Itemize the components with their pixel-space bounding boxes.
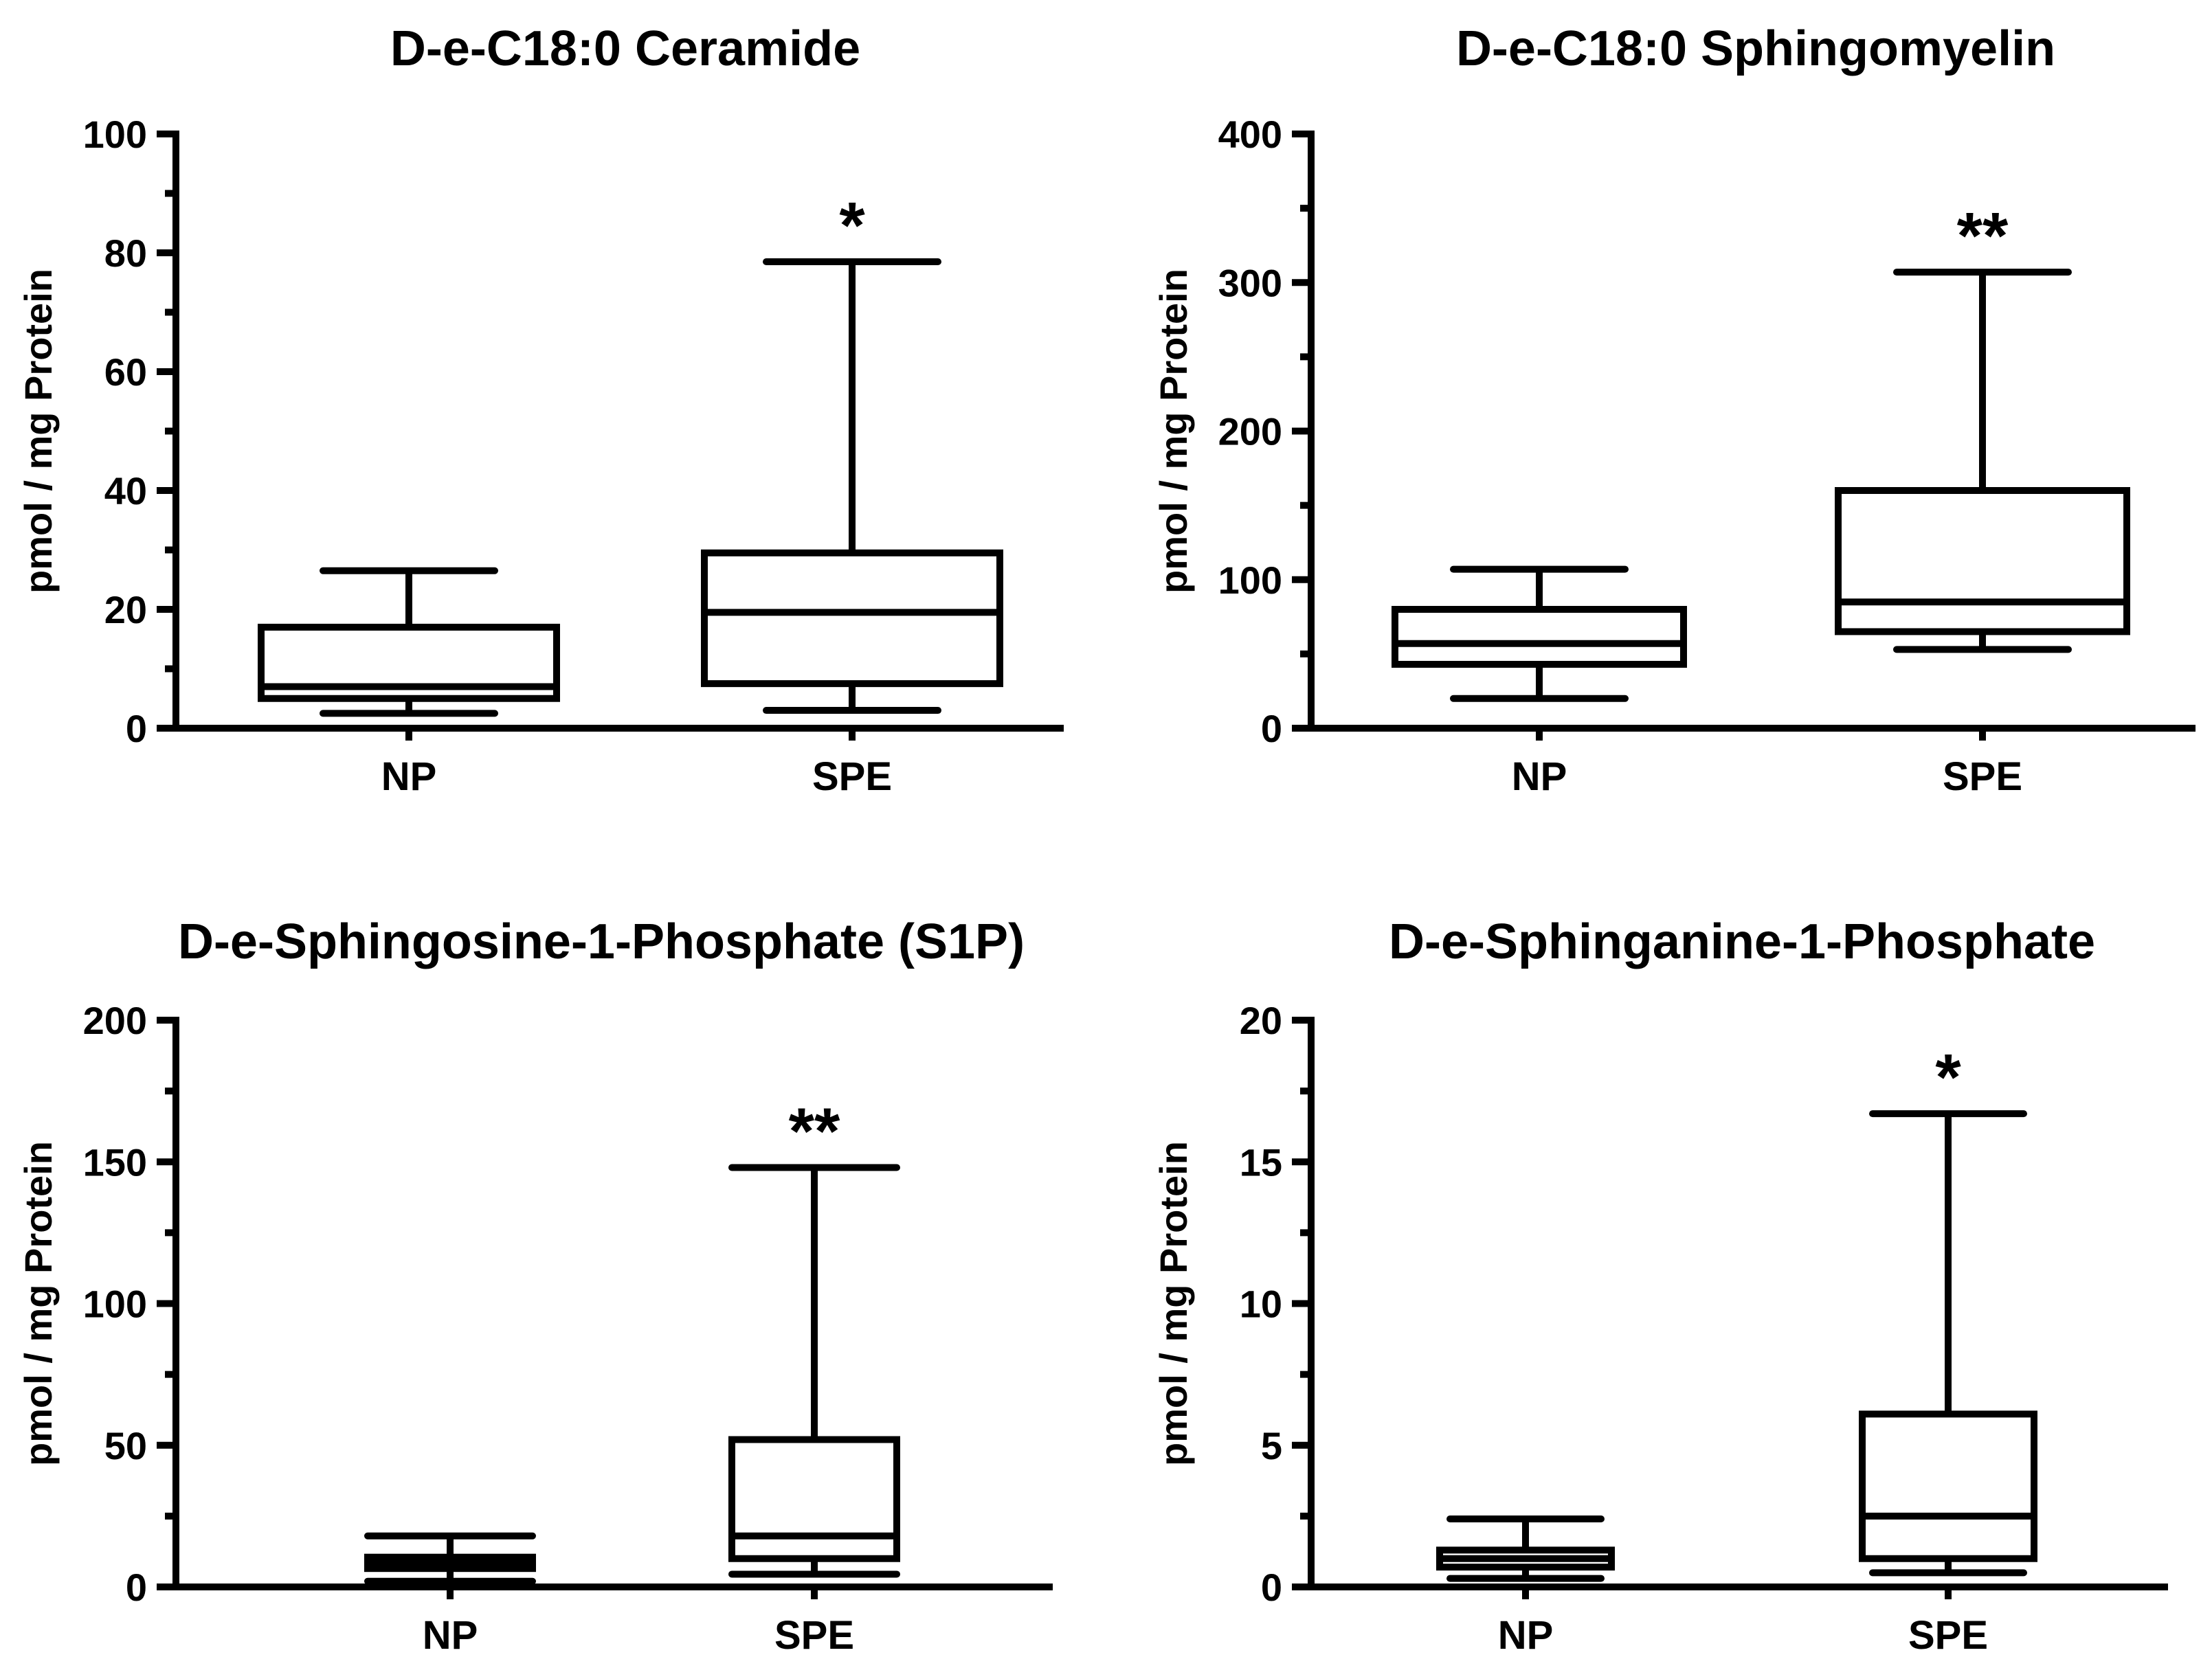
y-tick-label: 50 bbox=[104, 1424, 147, 1467]
panel-c18-ceramide: D-e-C18:0 Ceramide pmol / mg Protein 0 20 40… bbox=[16, 21, 1064, 799]
y-tick-label: 200 bbox=[1218, 410, 1282, 453]
category-label: NP bbox=[381, 754, 437, 799]
y-tick-label: 60 bbox=[104, 350, 147, 394]
iqr-box bbox=[1859, 1410, 2037, 1562]
y-tick-label: 400 bbox=[1218, 113, 1282, 156]
category-label: SPE bbox=[1908, 1613, 1988, 1658]
category-label: SPE bbox=[812, 754, 892, 799]
y-tick-label: 100 bbox=[83, 113, 147, 156]
y-tick-label: 100 bbox=[1218, 559, 1282, 602]
y-tick-label: 0 bbox=[1261, 1566, 1282, 1609]
box-spe bbox=[701, 258, 1003, 714]
category-label: NP bbox=[1498, 1613, 1554, 1658]
iqr-box bbox=[1392, 606, 1687, 668]
panel-c18-sphingomyelin: D-e-C18:0 Sphingomyelin pmol / mg Protein… bbox=[1152, 21, 2196, 799]
box-np bbox=[1392, 565, 1687, 702]
y-tick-label: 150 bbox=[83, 1140, 147, 1184]
significance-marker: * bbox=[839, 189, 865, 262]
y-tick-label: 100 bbox=[83, 1283, 147, 1326]
panel-sphinganine-1-phosphate: D-e-Sphinganine-1-Phosphate pmol / mg Pro… bbox=[1152, 914, 2168, 1658]
chart-title: D-e-Sphingosine-1-Phosphate (S1P) bbox=[178, 914, 1025, 969]
chart-title: D-e-Sphinganine-1-Phosphate bbox=[1389, 914, 2095, 969]
panel-s1p: D-e-Sphingosine-1-Phosphate (S1P) pmol / … bbox=[16, 914, 1053, 1658]
significance-marker: * bbox=[1935, 1041, 1961, 1114]
y-axis-label: pmol / mg Protein bbox=[1152, 269, 1195, 594]
box-np bbox=[258, 567, 560, 717]
y-axis-label: pmol / mg Protein bbox=[16, 1141, 60, 1466]
category-label: NP bbox=[423, 1613, 478, 1658]
y-axis-label: pmol / mg Protein bbox=[16, 269, 60, 594]
y-tick-label: 20 bbox=[104, 588, 147, 631]
y-tick-label: 300 bbox=[1218, 261, 1282, 304]
category-label: NP bbox=[1512, 754, 1567, 799]
y-tick-label: 5 bbox=[1261, 1424, 1282, 1467]
chart-title: D-e-C18:0 Sphingomyelin bbox=[1456, 21, 2055, 76]
y-tick-label: 80 bbox=[104, 232, 147, 275]
chart-title: D-e-C18:0 Ceramide bbox=[390, 21, 860, 76]
y-axis-label: pmol / mg Protein bbox=[1152, 1141, 1195, 1466]
box-np bbox=[1436, 1515, 1615, 1582]
y-tick-label: 20 bbox=[1240, 999, 1282, 1042]
significance-marker: ** bbox=[1957, 199, 2009, 273]
y-tick-label: 0 bbox=[1261, 707, 1282, 750]
box-spe bbox=[1859, 1110, 2037, 1577]
y-tick-label: 15 bbox=[1240, 1140, 1282, 1184]
y-tick-label: 40 bbox=[104, 469, 147, 512]
category-label: SPE bbox=[1943, 754, 2022, 799]
box-spe bbox=[1835, 269, 2130, 653]
iqr-box bbox=[1835, 487, 2130, 635]
iqr-box bbox=[728, 1436, 900, 1562]
y-tick-label: 200 bbox=[83, 999, 147, 1042]
y-tick-label: 10 bbox=[1240, 1283, 1282, 1326]
iqr-box bbox=[701, 549, 1003, 688]
y-tick-label: 0 bbox=[126, 707, 147, 750]
category-label: SPE bbox=[774, 1613, 854, 1658]
significance-marker: ** bbox=[789, 1095, 840, 1169]
box-spe bbox=[728, 1164, 900, 1578]
box-np bbox=[364, 1532, 536, 1585]
y-tick-label: 0 bbox=[126, 1566, 147, 1609]
